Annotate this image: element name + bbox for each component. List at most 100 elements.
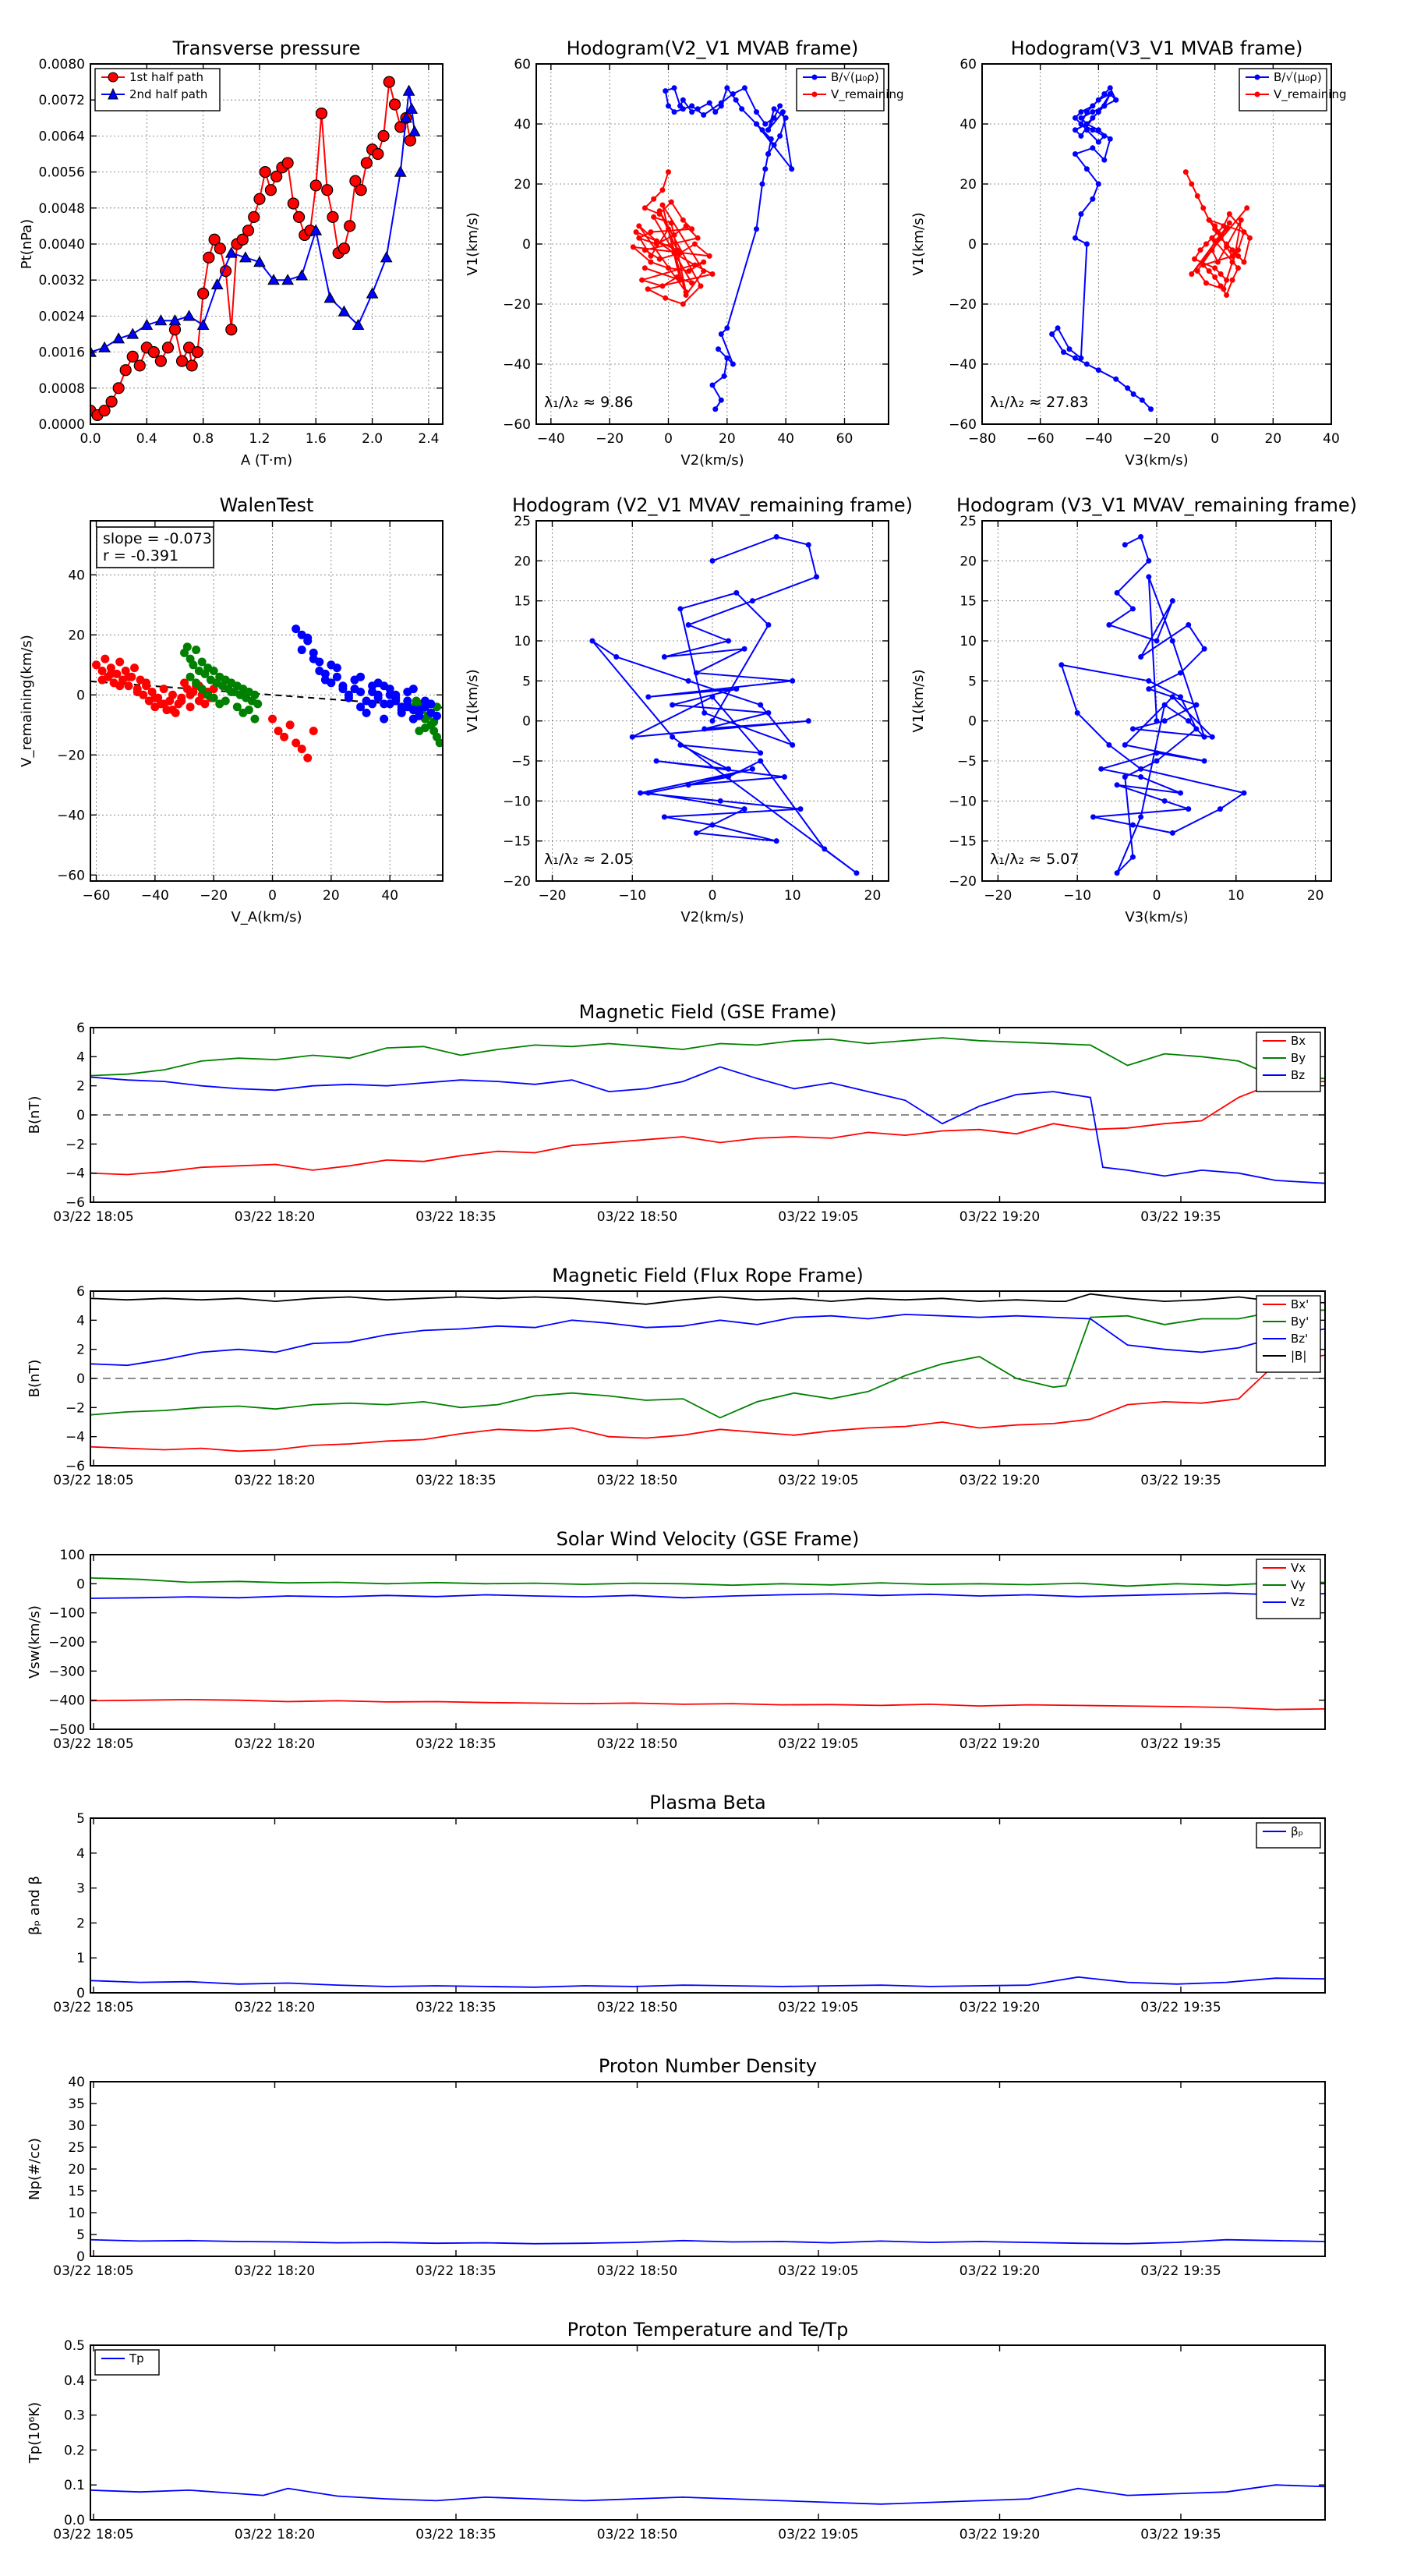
- data-point: [645, 694, 652, 700]
- y-tick-label: 15: [68, 2184, 85, 2199]
- legend-box: [1256, 1295, 1321, 1373]
- scatter-point: [97, 667, 107, 675]
- x-tick-label: 1.2: [249, 431, 270, 447]
- data-point: [236, 233, 249, 246]
- data-point: [1169, 694, 1175, 700]
- data-point: [1095, 127, 1101, 133]
- legend-label: 2nd half path: [129, 87, 207, 101]
- scatter-point: [268, 714, 277, 724]
- data-point: [659, 187, 666, 193]
- scatter-point: [168, 690, 177, 699]
- data-point: [651, 196, 657, 202]
- data-point: [1217, 271, 1224, 277]
- scatter-point: [133, 687, 142, 696]
- x-tick-label: 03/22 18:20: [235, 2263, 315, 2279]
- scatter-point: [192, 646, 201, 655]
- legend-label: Tp: [129, 2351, 144, 2365]
- data-point: [1101, 157, 1108, 163]
- y-tick-label: 1: [76, 1951, 85, 1966]
- data-point: [1049, 331, 1055, 337]
- data-point: [1083, 166, 1090, 172]
- data-point: [589, 638, 595, 644]
- x-tick-label: 0: [1153, 888, 1161, 904]
- data-point: [352, 318, 365, 331]
- data-point: [1217, 232, 1224, 238]
- y-tick-label: 0.0072: [39, 93, 85, 108]
- data-point: [706, 100, 712, 106]
- data-point: [758, 750, 764, 756]
- scatter-point: [368, 681, 377, 691]
- chart-title: Transverse pressure: [172, 37, 361, 59]
- data-point: [754, 226, 759, 232]
- scatter-point: [124, 672, 133, 681]
- data-point: [805, 542, 811, 548]
- plot-frame: [90, 1817, 1326, 1994]
- data-point: [287, 197, 299, 210]
- data-point: [716, 346, 722, 352]
- x-tick-label: 40: [381, 888, 398, 904]
- scatter-point: [192, 678, 201, 688]
- x-tick-label: 0.0: [80, 431, 101, 447]
- x-tick-label: 03/22 19:35: [1140, 1473, 1221, 1488]
- data-point: [630, 244, 636, 250]
- data-point: [1201, 734, 1207, 740]
- eigenvalue-ratio: λ₁/λ₂ ≈ 9.86: [544, 394, 633, 411]
- data-point: [741, 85, 747, 91]
- data-point: [203, 251, 215, 264]
- data-point: [140, 318, 154, 331]
- panel-hodo2: −80 −60 −40 −20 0 20 40−60−40−200204060Hodogra…: [910, 37, 1347, 469]
- series-line: [1051, 87, 1152, 410]
- data-point: [344, 220, 356, 232]
- y-tick-label: 0.4: [64, 2373, 85, 2389]
- y-tick-label: −200: [48, 1635, 85, 1651]
- data-point: [1129, 606, 1136, 612]
- series-hodo4-0: [1058, 534, 1247, 876]
- data-point: [1078, 121, 1084, 127]
- data-point: [671, 232, 677, 238]
- x-tick-label: −60: [83, 888, 111, 904]
- data-point: [224, 246, 238, 258]
- series-pt-1: [90, 84, 421, 357]
- data-point: [1169, 598, 1175, 604]
- data-point: [773, 838, 779, 844]
- legend-label: βₚ: [1291, 1824, 1303, 1838]
- data-point: [1055, 325, 1061, 331]
- scatter-point: [397, 708, 406, 717]
- data-point: [1189, 181, 1195, 187]
- data-point: [762, 166, 769, 172]
- data-point: [1083, 109, 1090, 115]
- x-tick-label: 20: [1307, 888, 1324, 904]
- data-point: [1201, 758, 1207, 764]
- data-point: [739, 106, 745, 112]
- y-tick-label: −40: [57, 808, 85, 823]
- scatter-point: [415, 727, 424, 735]
- scatter-point: [124, 681, 133, 691]
- x-tick-label: 40: [1323, 431, 1340, 447]
- data-point: [112, 332, 125, 344]
- data-point: [383, 76, 395, 88]
- y-tick-label: 60: [514, 57, 531, 73]
- data-point: [781, 774, 787, 780]
- chart-title: Hodogram (V2_V1 MVAV_remaining frame): [512, 494, 913, 516]
- x-tick-label: 0: [664, 431, 673, 447]
- y-tick-label: 0: [76, 1576, 85, 1592]
- data-point: [168, 314, 182, 326]
- data-point: [1101, 91, 1108, 97]
- scatter-point: [227, 687, 236, 696]
- data-point: [112, 382, 125, 395]
- data-area: [1049, 85, 1253, 412]
- x-tick-label: 20: [1265, 431, 1282, 447]
- x-tick-label: 03/22 19:05: [778, 2000, 858, 2015]
- grid: [536, 63, 889, 425]
- data-point: [337, 242, 351, 255]
- legend: B/√(μ₀ρ) V_remaining: [796, 68, 904, 111]
- y-tick-label: −20: [949, 874, 977, 890]
- scatter-point: [408, 714, 418, 724]
- legend-label: B/√(μ₀ρ): [1274, 70, 1322, 84]
- data-point: [321, 184, 334, 196]
- scatter-point: [403, 702, 412, 712]
- series-pt-0: [90, 76, 417, 422]
- y-tick-label: −20: [503, 297, 531, 313]
- data-point: [694, 235, 701, 241]
- data-point: [689, 226, 695, 232]
